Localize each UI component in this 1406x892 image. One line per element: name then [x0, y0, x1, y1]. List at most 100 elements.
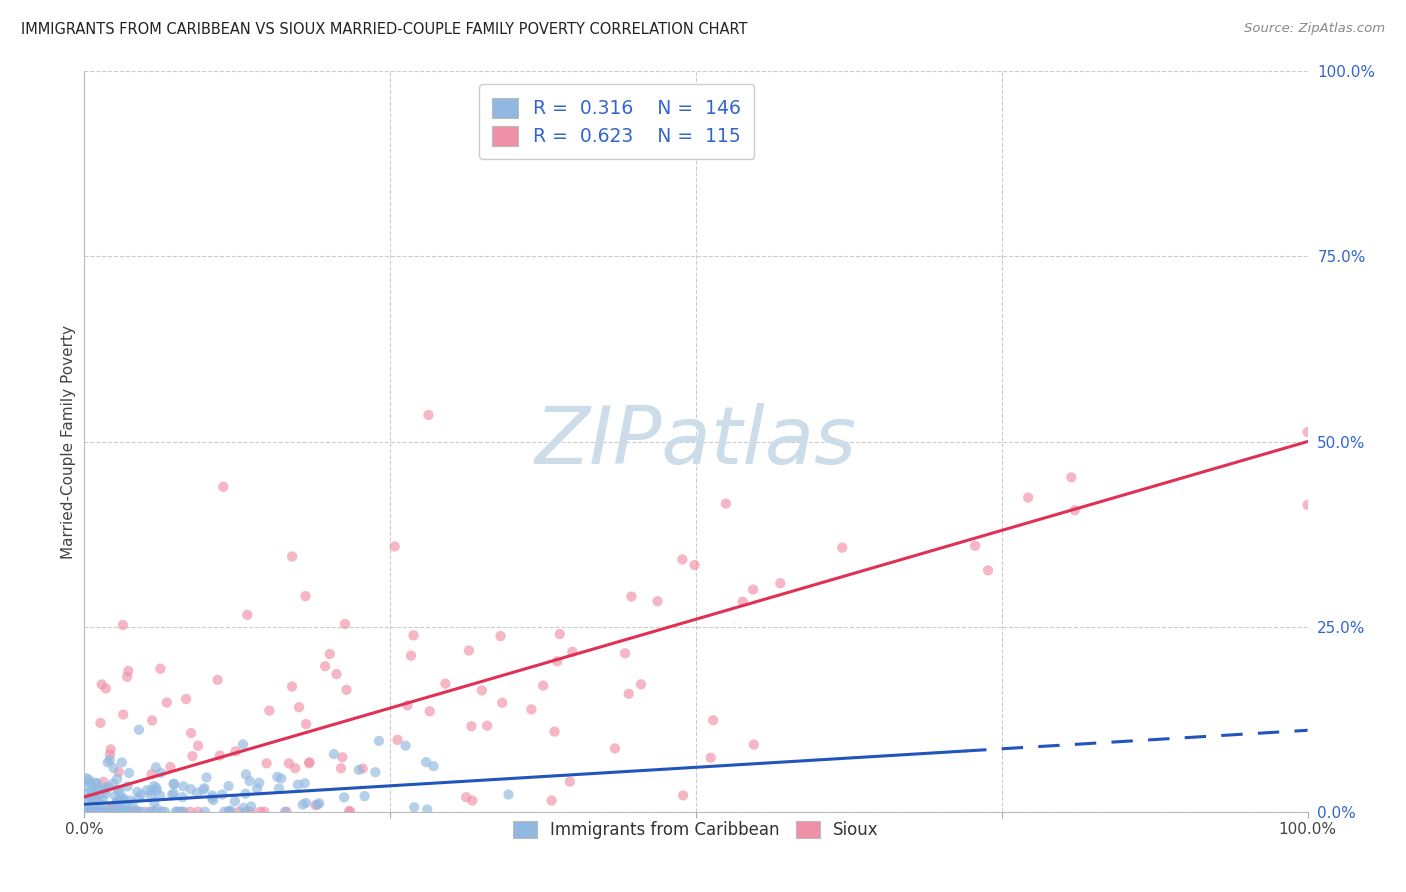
Point	[396, 698, 419, 713]
Point	[160, 788, 183, 802]
Point	[330, 761, 353, 775]
Point	[831, 541, 853, 555]
Point	[89, 715, 111, 730]
Point	[224, 794, 246, 808]
Point	[416, 803, 439, 817]
Point	[270, 772, 292, 786]
Point	[322, 747, 344, 761]
Point	[141, 767, 163, 781]
Point	[769, 576, 792, 591]
Point	[86, 780, 108, 795]
Point	[82, 801, 104, 815]
Point	[75, 771, 97, 785]
Point	[471, 683, 494, 698]
Point	[603, 741, 626, 756]
Text: IMMIGRANTS FROM CARIBBEAN VS SIOUX MARRIED-COUPLE FAMILY POVERTY CORRELATION CHA: IMMIGRANTS FROM CARIBBEAN VS SIOUX MARRI…	[21, 22, 748, 37]
Point	[330, 750, 353, 764]
Point	[112, 791, 135, 805]
Point	[129, 788, 152, 802]
Point	[333, 617, 356, 632]
Point	[76, 780, 98, 794]
Point	[141, 714, 163, 728]
Point	[1017, 491, 1039, 505]
Point	[110, 801, 132, 815]
Point	[1060, 470, 1083, 484]
Point	[700, 750, 723, 764]
Point	[103, 761, 125, 775]
Point	[94, 805, 117, 819]
Point	[90, 677, 112, 691]
Point	[121, 796, 143, 810]
Point	[156, 696, 179, 710]
Point	[246, 781, 269, 796]
Point	[121, 805, 143, 819]
Point	[240, 799, 263, 814]
Point	[187, 739, 209, 753]
Point	[179, 805, 201, 819]
Point	[86, 805, 108, 819]
Point	[298, 756, 321, 770]
Point	[546, 654, 568, 668]
Point	[93, 805, 115, 819]
Point	[139, 784, 162, 798]
Point	[145, 760, 167, 774]
Point	[169, 805, 191, 819]
Point	[76, 791, 98, 805]
Point	[80, 792, 103, 806]
Point	[672, 789, 695, 803]
Point	[218, 804, 240, 818]
Point	[531, 679, 554, 693]
Point	[79, 776, 101, 790]
Point	[630, 677, 652, 691]
Point	[83, 791, 105, 805]
Point	[97, 780, 120, 794]
Point	[86, 776, 108, 790]
Point	[135, 783, 157, 797]
Point	[174, 692, 197, 706]
Point	[1296, 425, 1319, 439]
Point	[236, 607, 259, 622]
Point	[75, 801, 97, 815]
Point	[82, 805, 104, 819]
Point	[128, 805, 150, 819]
Point	[115, 670, 138, 684]
Point	[117, 780, 139, 794]
Point	[228, 805, 250, 819]
Point	[90, 797, 112, 811]
Point	[105, 772, 128, 786]
Point	[193, 781, 215, 796]
Point	[235, 767, 257, 781]
Point	[520, 702, 543, 716]
Point	[208, 748, 231, 763]
Point	[742, 582, 765, 597]
Point	[458, 643, 481, 657]
Point	[394, 739, 416, 753]
Point	[404, 800, 426, 814]
Point	[141, 789, 163, 803]
Point	[98, 805, 121, 819]
Point	[180, 782, 202, 797]
Point	[77, 805, 100, 819]
Point	[101, 800, 124, 814]
Point	[225, 744, 247, 758]
Point	[162, 777, 184, 791]
Point	[614, 646, 637, 660]
Point	[108, 793, 131, 807]
Point	[108, 785, 131, 799]
Point	[671, 552, 693, 566]
Point	[107, 782, 129, 797]
Point	[117, 805, 139, 819]
Point	[108, 804, 131, 818]
Point	[166, 805, 188, 819]
Point	[163, 777, 186, 791]
Point	[247, 776, 270, 790]
Point	[287, 778, 309, 792]
Point	[232, 737, 254, 751]
Point	[298, 756, 321, 771]
Point	[187, 805, 209, 819]
Point	[111, 805, 134, 819]
Point	[107, 764, 129, 779]
Point	[235, 787, 257, 801]
Point	[145, 783, 167, 797]
Point	[173, 805, 195, 819]
